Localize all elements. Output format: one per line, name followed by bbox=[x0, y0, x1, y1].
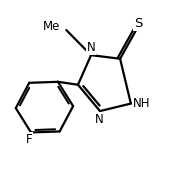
Text: S: S bbox=[134, 17, 143, 30]
Text: F: F bbox=[26, 133, 32, 146]
Text: N: N bbox=[95, 113, 104, 126]
Text: Me: Me bbox=[43, 20, 60, 33]
Text: NH: NH bbox=[133, 97, 150, 110]
Text: N: N bbox=[87, 41, 95, 54]
